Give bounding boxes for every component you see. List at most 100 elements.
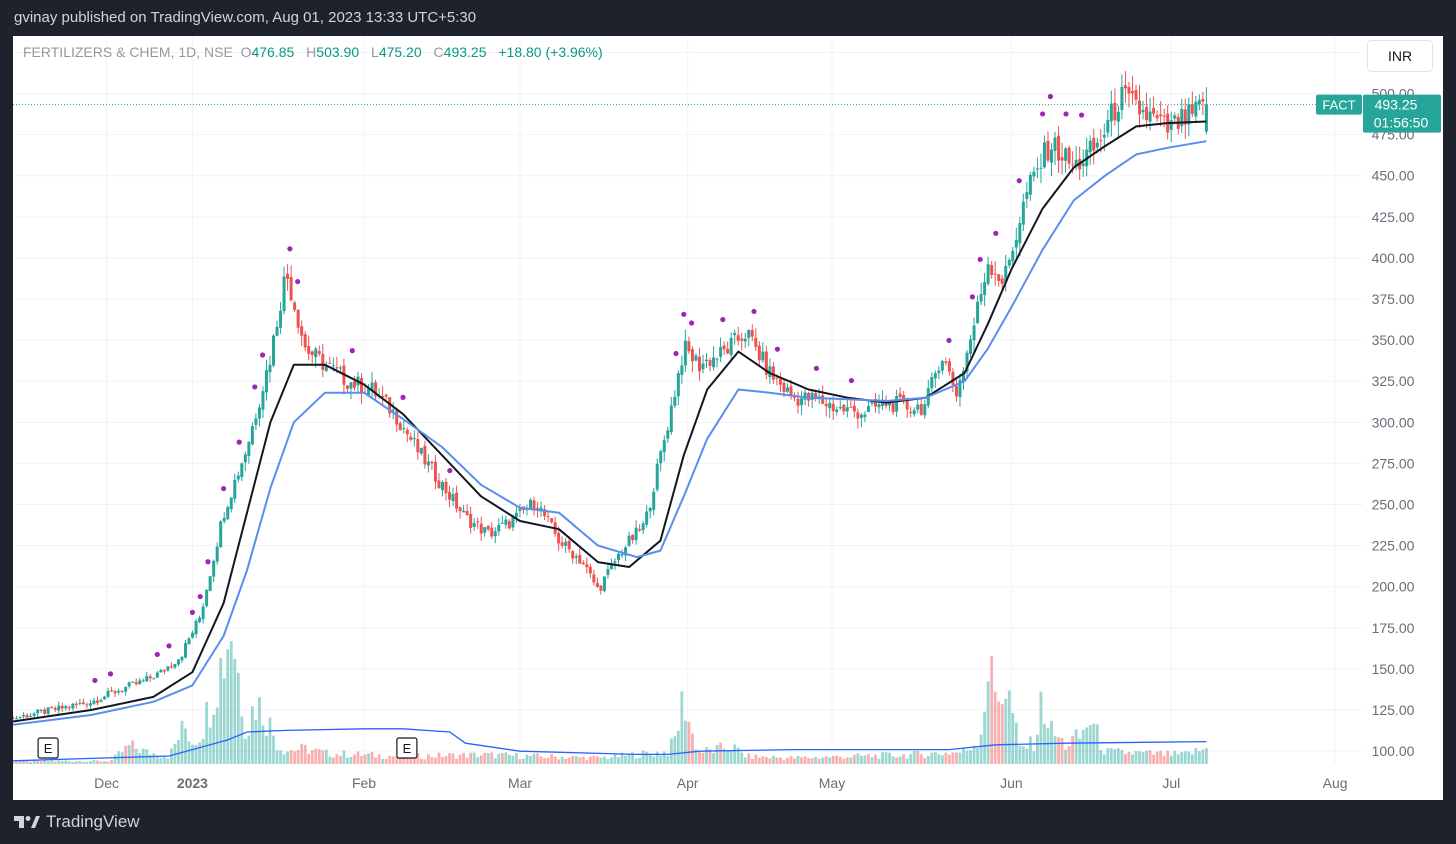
candle-body [124, 686, 128, 692]
volume-bar [652, 756, 656, 764]
candle-body [71, 703, 75, 709]
volume-bar [525, 754, 529, 764]
volume-average-line [13, 728, 1207, 762]
candle-body [472, 522, 476, 527]
candle-body [272, 335, 276, 366]
candle-body [1099, 140, 1103, 142]
candle-body [282, 276, 286, 312]
candle-body [1120, 87, 1124, 111]
volume-bar [289, 750, 293, 764]
volume-bar [588, 756, 592, 764]
candle-body [750, 330, 754, 337]
volume-bar [1120, 749, 1124, 764]
volume-bar [895, 757, 899, 764]
signal-marker [1079, 112, 1085, 118]
volume-bar [705, 747, 708, 764]
volume-bar [560, 756, 564, 764]
candle-body [296, 309, 300, 328]
volume-bar [750, 759, 754, 764]
y-tick-label: 325.00 [1372, 373, 1415, 389]
volume-bar [574, 755, 578, 764]
volume-bar [754, 754, 758, 764]
tradingview-logo[interactable]: TradingView [14, 812, 140, 832]
volume-bar [775, 757, 779, 764]
volume-bar [743, 757, 747, 764]
volume-bar [1109, 747, 1113, 764]
volume-bar [874, 754, 877, 764]
candle-body [1035, 168, 1039, 170]
candle-body [1102, 134, 1106, 138]
ema_slow-line [13, 140, 1207, 726]
candle-body [198, 617, 202, 623]
candle-body [905, 399, 909, 410]
volume-bar [1067, 746, 1071, 764]
candle-body [409, 436, 413, 440]
candle-body [226, 507, 230, 520]
volume-bar [441, 757, 444, 764]
volume-bar [374, 757, 377, 764]
candle-body [1106, 120, 1110, 133]
candle-body [338, 367, 342, 369]
volume-bar [18, 760, 22, 764]
volume-bar [845, 757, 849, 764]
candle-body [25, 715, 29, 718]
candle-body [793, 396, 797, 398]
volume-bar [321, 750, 325, 764]
candle-body [571, 551, 575, 559]
candle-body [705, 359, 709, 362]
candle-body [722, 345, 726, 350]
volume-bar [103, 761, 106, 764]
volume-bar [240, 716, 244, 764]
volume-bar [395, 756, 399, 764]
volume-bar [423, 759, 427, 764]
candle-body [92, 700, 96, 704]
candle-body [141, 680, 145, 682]
volume-bar [416, 752, 420, 764]
candle-body [1183, 109, 1187, 125]
volume-bar [708, 749, 712, 764]
candle-body [828, 403, 832, 409]
candle-body [937, 370, 941, 374]
candle-body [85, 704, 89, 706]
volume-bar [888, 752, 891, 764]
volume-bar [782, 759, 786, 764]
volume-bar [764, 757, 768, 764]
volume-bar [937, 754, 941, 764]
high-value: 503.90 [316, 44, 360, 60]
volume-bar [448, 753, 451, 764]
candle-body [617, 553, 621, 561]
candle-body [212, 560, 216, 577]
volume-bar [419, 758, 423, 764]
volume-bar [712, 753, 715, 764]
volume-bar [986, 681, 990, 764]
candle-body [1018, 223, 1022, 244]
candle-body [838, 406, 842, 409]
volume-bar [1057, 737, 1060, 764]
candle-body [930, 377, 934, 389]
candle-body [1095, 142, 1099, 148]
candle-body [1152, 107, 1156, 114]
volume-bar [1113, 749, 1117, 764]
signal-marker [197, 593, 203, 600]
candle-body [1057, 135, 1061, 161]
volume-bar [360, 755, 363, 764]
volume-bar [536, 753, 539, 764]
volume-bar [388, 755, 392, 764]
volume-bar [1099, 749, 1103, 764]
volume-bar [497, 753, 501, 764]
candle-body [113, 691, 117, 694]
candle-body [631, 534, 635, 541]
candle-body [599, 585, 603, 591]
volume-bar [1060, 738, 1064, 764]
volume-bar [645, 751, 649, 764]
candle-body [1109, 103, 1113, 122]
signal-marker [221, 485, 227, 492]
currency-button[interactable]: INR [1367, 40, 1433, 72]
candle-body [60, 705, 64, 709]
volume-bar [993, 691, 997, 764]
volume-bar [722, 748, 726, 764]
volume-bar [99, 761, 103, 764]
